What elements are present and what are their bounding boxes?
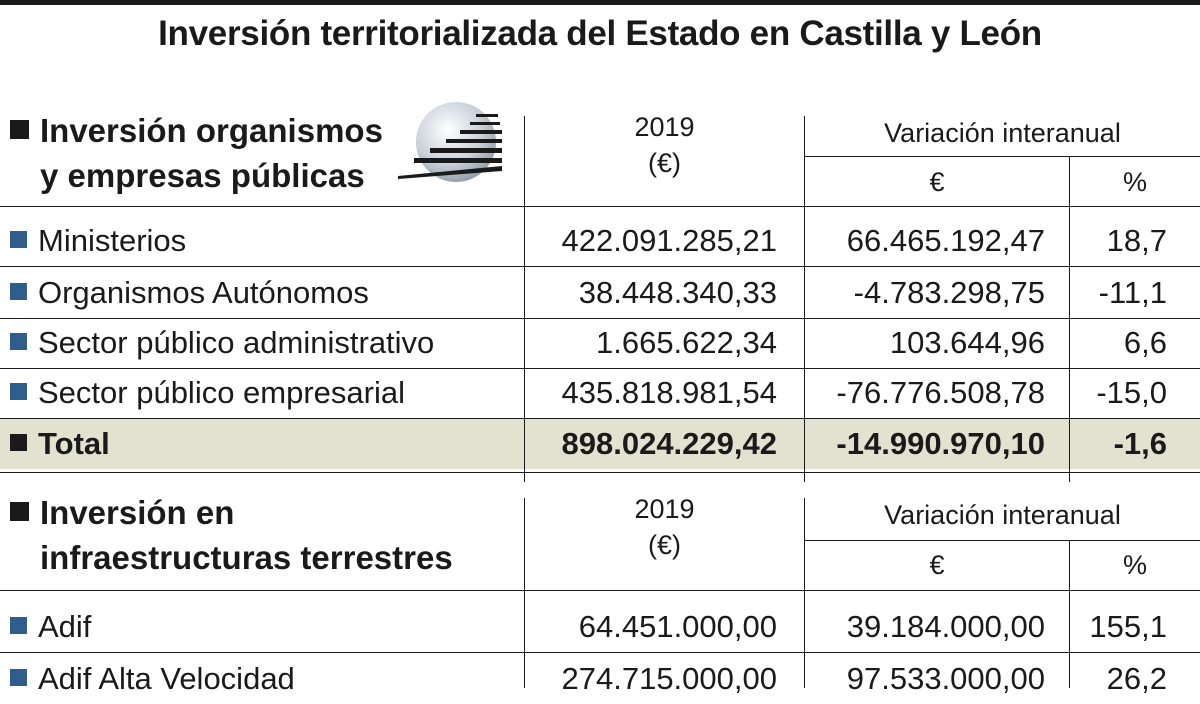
col-year: 2019 [634,112,695,142]
section-title-line1: Inversión organismos [40,112,383,149]
row-value: 64.451.000,00 [578,609,777,644]
section-title-line1: Inversión en [40,494,235,531]
section-square-icon [10,120,29,139]
col-unit: (€) [648,148,681,178]
row-label: Organismos Autónomos [10,268,369,318]
row-value: 1.665.622,34 [595,325,777,360]
row-value: 435.818.981,54 [561,375,778,410]
col-eur: € [929,167,945,197]
total-var-pct: -1,6 [1113,426,1167,461]
total-label: Total [10,419,110,469]
col-divider [804,419,805,472]
col-divider [524,419,525,472]
col-divider [804,116,805,482]
table-row: Adif Alta Velocidad 274.715.000,00 97.53… [0,654,1200,704]
col-variation: Variación interanual [884,118,1121,148]
row-rule [0,266,1200,267]
col-pct: % [1122,550,1147,580]
row-value: 274.715.000,00 [561,661,778,696]
section-title: Inversión organismos y empresas públicas [10,108,383,198]
row-rule [0,368,1200,369]
table-row: Sector público administrativo 1.665.622,… [0,318,1200,368]
col-divider [524,116,525,482]
row-rule [0,418,1200,419]
row-label: Adif Alta Velocidad [10,654,295,704]
top-rule [0,0,1200,5]
table-row: Adif 64.451.000,00 39.184.000,00 155,1 [0,602,1200,652]
table-row: Organismos Autónomos 38.448.340,33 -4.78… [0,268,1200,318]
section-title-line2: y empresas públicas [40,157,365,194]
row-rule [0,652,1200,653]
row-var-pct: -11,1 [1098,275,1167,310]
col-year: 2019 [634,494,695,524]
row-var-eur: 97.533.000,00 [846,661,1045,696]
col-divider [1069,419,1070,472]
row-var-eur: -76.776.508,78 [836,375,1045,410]
header-rule [0,590,1200,591]
table-row: Ministerios 422.091.285,21 66.465.192,47… [0,216,1200,266]
row-label: Sector público empresarial [10,368,405,418]
col-divider [1069,156,1070,482]
row-var-eur: 66.465.192,47 [846,223,1045,258]
row-var-pct: 26,2 [1106,661,1167,696]
col-divider [524,498,525,688]
total-row: Total 898.024.229,42 -14.990.970,10 -1,6 [0,419,1200,469]
col-divider [1069,540,1070,688]
section-square-icon [10,502,29,521]
row-var-pct: -15,0 [1096,375,1167,410]
row-rule [0,472,1200,473]
page-title: Inversión territorializada del Estado en… [158,14,1042,53]
total-var-eur: -14.990.970,10 [836,426,1045,461]
row-var-eur: 39.184.000,00 [846,609,1045,644]
subheader-rule [804,156,1200,157]
row-value: 38.448.340,33 [578,275,777,310]
bullet-square-icon [10,333,27,350]
row-label: Adif [10,602,91,652]
bullet-square-icon [10,283,27,300]
row-var-eur: -4.783.298,75 [853,275,1045,310]
bullet-square-icon [10,669,27,686]
bullet-square-icon [10,383,27,400]
header-rule [0,206,1200,207]
row-var-eur: 103.644,96 [889,325,1045,360]
col-pct: % [1122,167,1147,197]
row-label: Ministerios [10,216,186,266]
col-eur: € [929,550,945,580]
bullet-square-icon [10,617,27,634]
row-rule [0,318,1200,319]
row-var-pct: 155,1 [1089,609,1167,644]
row-var-pct: 18,7 [1106,223,1167,258]
table-row: Sector público empresarial 435.818.981,5… [0,368,1200,418]
row-var-pct: 6,6 [1123,325,1167,360]
bullet-square-icon [10,434,27,451]
total-value: 898.024.229,42 [561,426,778,461]
row-value: 422.091.285,21 [561,223,778,258]
bullet-square-icon [10,231,27,248]
subheader-rule [804,540,1200,541]
col-unit: (€) [648,530,681,560]
section-title: Inversión en infraestructuras terrestres [10,490,453,580]
col-variation: Variación interanual [884,500,1121,530]
row-label: Sector público administrativo [10,318,434,368]
striped-globe-icon [398,102,502,182]
section-title-line2: infraestructuras terrestres [40,539,453,576]
col-divider [804,498,805,688]
